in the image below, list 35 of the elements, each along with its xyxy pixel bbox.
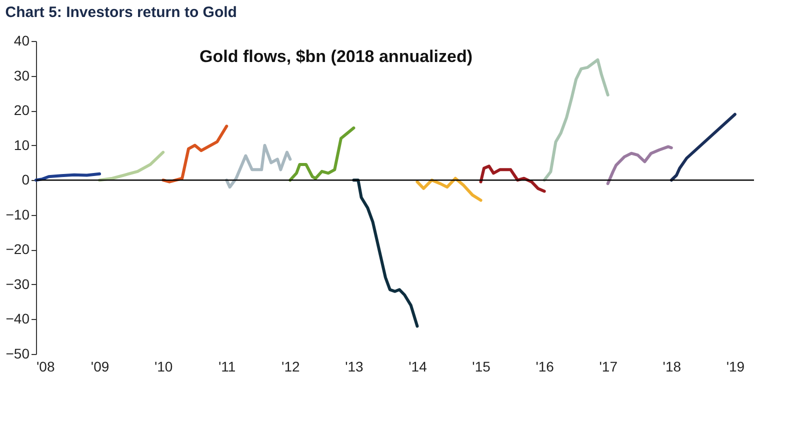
line-series [288,126,356,182]
x-tick-label: '17 [599,358,618,374]
y-tick-label: −30 [6,276,30,292]
x-tick-label: '12 [282,358,300,374]
line-series [225,144,292,189]
line-series [416,176,482,202]
line-series [606,145,673,186]
y-tick-label: 0 [22,172,30,188]
x-tick-label: '13 [345,358,364,374]
x-tick-label: '11 [218,358,236,374]
x-tick-label: '16 [536,358,554,374]
line-series [34,172,102,182]
y-tick-label: 30 [14,67,30,84]
x-tick-label: '18 [662,358,682,374]
y-tick-label: −20 [6,241,30,258]
line-series [98,150,165,182]
line-series [670,112,736,182]
x-tick-label: '19 [726,358,745,374]
x-tick-label: '15 [472,358,491,374]
line-series [479,164,546,193]
line-series [162,124,228,184]
chart-subtitle: Gold flows, $bn (2018 annualized) [200,47,472,66]
chart-title: Chart 5: Investors return to Gold [5,4,237,21]
y-tick-label: −50 [6,346,30,362]
line-series [542,58,610,182]
y-tick-label: 20 [14,102,30,118]
x-tick-label: '10 [154,358,173,374]
y-tick-label: −40 [6,310,30,327]
y-tick-label: −10 [6,206,30,222]
y-tick-label: 10 [14,136,30,153]
y-tick-label: 40 [14,32,30,48]
x-tick-label: '09 [90,358,110,374]
x-tick-label: '08 [36,358,55,374]
x-tick-label: '14 [408,358,428,374]
line-series [352,178,419,328]
